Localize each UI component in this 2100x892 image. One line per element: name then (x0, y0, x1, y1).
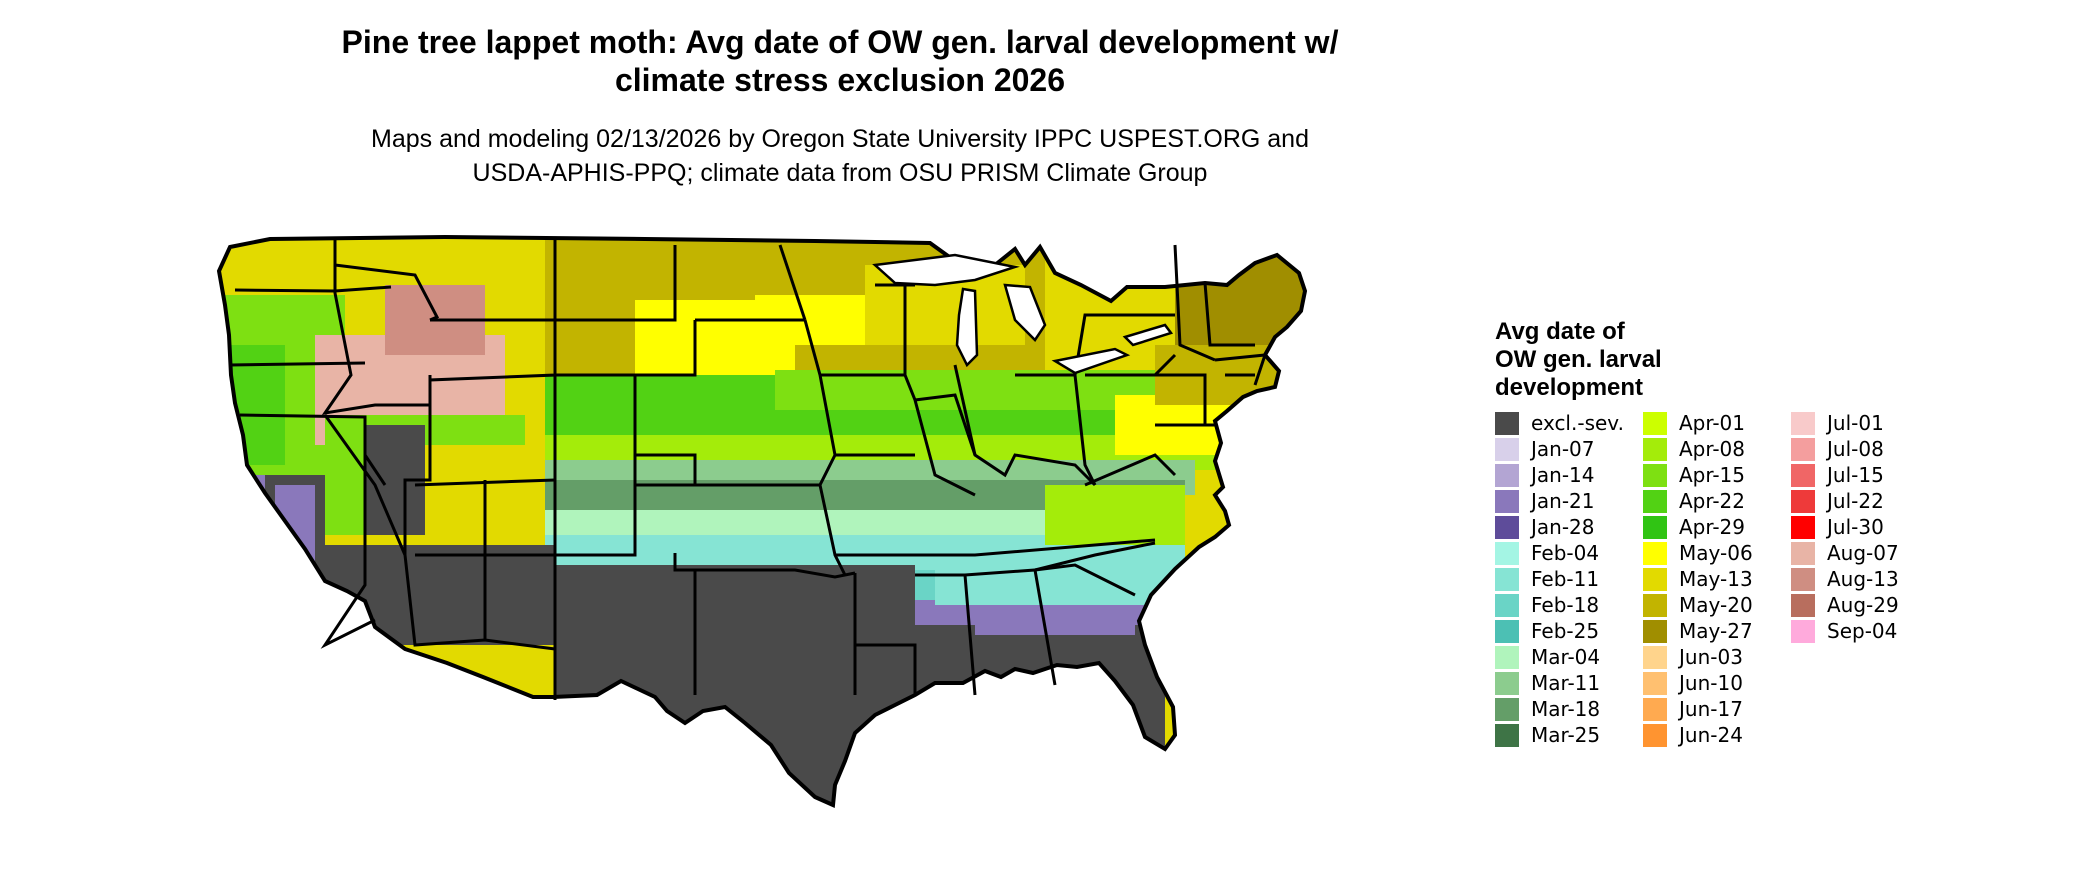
legend-label: Jan-14 (1531, 463, 1595, 487)
legend-swatch (1791, 568, 1815, 591)
legend-title-line-1: Avg date of (1495, 318, 1625, 345)
legend-label: Jun-17 (1679, 697, 1743, 721)
legend-label: Jul-08 (1827, 437, 1884, 461)
map-legend: Avg date of OW gen. larval development e… (1495, 318, 1915, 798)
legend-swatch (1791, 438, 1815, 461)
title-line-1: Pine tree lappet moth: Avg date of OW ge… (341, 24, 1339, 60)
legend-swatch (1643, 698, 1667, 721)
legend-title: Avg date of OW gen. larval development (1495, 318, 1755, 402)
subtitle-line-2: USDA-APHIS-PPQ; climate data from OSU PR… (472, 159, 1208, 187)
legend-swatch (1495, 594, 1519, 617)
legend-label: Aug-07 (1827, 541, 1899, 565)
legend-swatch (1495, 516, 1519, 539)
legend-swatch (1495, 464, 1519, 487)
legend-label: Jan-21 (1531, 489, 1595, 513)
legend-title-line-2: OW gen. larval (1495, 346, 1662, 373)
legend-label: excl.-sev. (1531, 411, 1624, 435)
subtitle-line-1: Maps and modeling 02/13/2026 by Oregon S… (371, 125, 1309, 153)
title-line-2: climate stress exclusion 2026 (614, 62, 1066, 98)
legend-swatch (1791, 620, 1815, 643)
great-lakes (872, 253, 1174, 375)
legend-swatch (1643, 620, 1667, 643)
legend-swatch (1643, 672, 1667, 695)
legend-label: Apr-15 (1679, 463, 1745, 487)
legend-swatch (1791, 412, 1815, 435)
legend-label: Feb-18 (1531, 593, 1600, 617)
legend-label: Jul-01 (1827, 411, 1884, 435)
legend-label: Mar-18 (1531, 697, 1601, 721)
legend-label: Apr-29 (1679, 515, 1745, 539)
legend-swatch (1495, 698, 1519, 721)
legend-label: Jun-03 (1679, 645, 1743, 669)
legend-label: Jul-15 (1827, 463, 1884, 487)
legend-swatch (1643, 568, 1667, 591)
legend-label: Sep-04 (1827, 619, 1898, 643)
legend-swatch (1643, 490, 1667, 513)
legend-swatch (1495, 646, 1519, 669)
legend-swatch (1643, 646, 1667, 669)
legend-label: May-13 (1679, 567, 1753, 591)
state-borders (229, 239, 1268, 700)
legend-swatch (1495, 490, 1519, 513)
legend-title-line-3: development (1495, 374, 1644, 401)
us-degree-day-map (217, 235, 1307, 807)
legend-swatch (1643, 516, 1667, 539)
legend-swatch (1643, 412, 1667, 435)
legend-swatch (1643, 542, 1667, 565)
legend-swatch (1495, 724, 1519, 747)
legend-label: Jun-10 (1679, 671, 1743, 695)
legend-label: Jul-22 (1827, 489, 1884, 513)
legend-swatch (1643, 464, 1667, 487)
legend-label: Jun-24 (1679, 723, 1743, 747)
legend-swatch (1791, 490, 1815, 513)
legend-swatch (1791, 594, 1815, 617)
legend-label: Feb-04 (1531, 541, 1600, 565)
legend-swatch (1495, 438, 1519, 461)
legend-label: May-20 (1679, 593, 1753, 617)
legend-label: Jan-28 (1531, 515, 1595, 539)
legend-swatch (1495, 542, 1519, 565)
legend-label: Mar-25 (1531, 723, 1601, 747)
legend-swatch (1495, 568, 1519, 591)
legend-label: Mar-11 (1531, 671, 1601, 695)
legend-label: Apr-01 (1679, 411, 1745, 435)
legend-swatch (1495, 672, 1519, 695)
legend-swatch (1495, 620, 1519, 643)
legend-swatch (1495, 412, 1519, 435)
legend-label: Aug-13 (1827, 567, 1899, 591)
legend-swatch (1643, 438, 1667, 461)
legend-label: Aug-29 (1827, 593, 1899, 617)
legend-label: Apr-08 (1679, 437, 1745, 461)
legend-label: May-06 (1679, 541, 1753, 565)
legend-swatch (1791, 516, 1815, 539)
legend-label: Feb-25 (1531, 619, 1600, 643)
legend-label: Jul-30 (1827, 515, 1884, 539)
legend-label: May-27 (1679, 619, 1753, 643)
legend-label: Mar-04 (1531, 645, 1601, 669)
legend-swatch (1643, 724, 1667, 747)
legend-label: Jan-07 (1531, 437, 1595, 461)
legend-swatch (1791, 464, 1815, 487)
legend-label: Apr-22 (1679, 489, 1745, 513)
legend-label: Feb-11 (1531, 567, 1600, 591)
legend-swatch (1791, 542, 1815, 565)
legend-swatch (1643, 594, 1667, 617)
